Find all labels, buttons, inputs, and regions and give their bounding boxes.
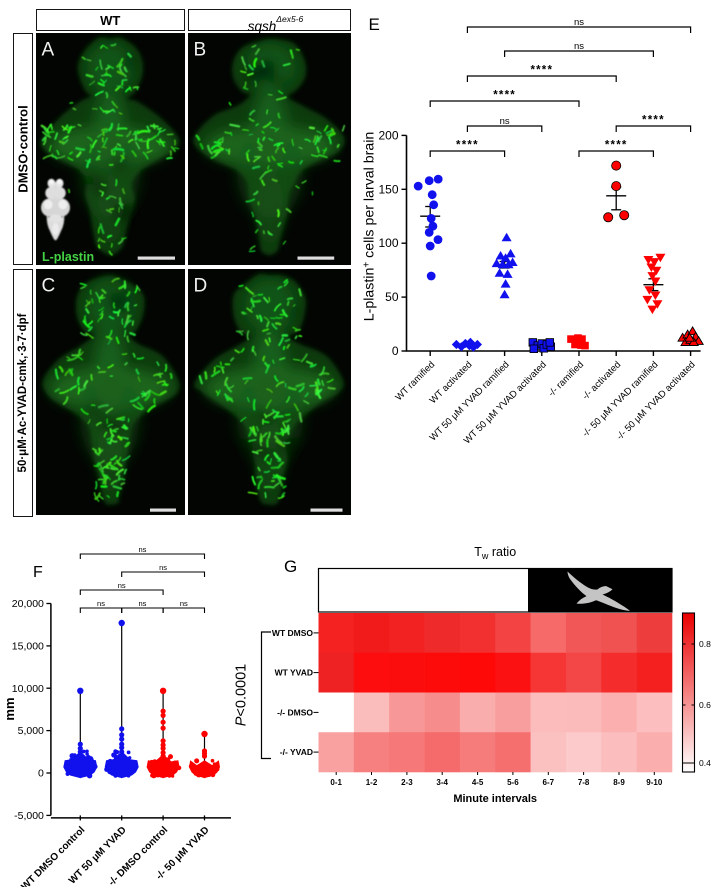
svg-text:7-8: 7-8 xyxy=(578,778,590,787)
svg-text:-/- 50 μM YVAD activated: -/- 50 μM YVAD activated xyxy=(615,359,698,442)
svg-text:A: A xyxy=(42,39,55,60)
svg-text:WT YVAD: WT YVAD xyxy=(275,668,313,678)
svg-text:ns: ns xyxy=(180,599,188,608)
svg-text:-/- ramified: -/- ramified xyxy=(546,359,586,399)
svg-text:D: D xyxy=(193,275,207,296)
svg-text:ns: ns xyxy=(138,545,146,554)
svg-text:****: **** xyxy=(456,140,479,152)
svg-text:8-9: 8-9 xyxy=(613,778,625,787)
svg-text:ns: ns xyxy=(97,599,105,608)
svg-text:B: B xyxy=(193,39,206,60)
svg-text:4-5: 4-5 xyxy=(472,778,484,787)
svg-text:50: 50 xyxy=(385,290,399,304)
svg-text:E: E xyxy=(369,15,380,34)
svg-text:9-10: 9-10 xyxy=(646,778,663,787)
svg-text:2-3: 2-3 xyxy=(401,778,413,787)
svg-text:-5,000: -5,000 xyxy=(14,810,44,822)
svg-text:0.8: 0.8 xyxy=(699,639,711,649)
svg-text:6-7: 6-7 xyxy=(543,778,555,787)
svg-text:-/- YVAD: -/- YVAD xyxy=(280,747,313,757)
svg-text:10,000: 10,000 xyxy=(12,683,44,695)
svg-text:1-2: 1-2 xyxy=(366,778,378,787)
svg-text:200: 200 xyxy=(378,128,398,142)
svg-text:20,000: 20,000 xyxy=(12,598,44,610)
svg-text:Tw ratio: Tw ratio xyxy=(474,545,516,561)
svg-text:ns: ns xyxy=(138,599,146,608)
svg-text:100: 100 xyxy=(378,236,398,250)
svg-text:P<0.0001: P<0.0001 xyxy=(234,664,250,727)
svg-text:Minute intervals: Minute intervals xyxy=(453,793,537,805)
svg-text:0: 0 xyxy=(38,768,44,780)
svg-text:ns: ns xyxy=(159,563,167,572)
svg-text:L-plastin+ cells per larval br: L-plastin+ cells per larval brain xyxy=(362,132,378,322)
svg-text:L-plastin: L-plastin xyxy=(42,250,94,264)
svg-text:F: F xyxy=(33,564,43,581)
svg-text:0-1: 0-1 xyxy=(330,778,342,787)
svg-text:****: **** xyxy=(642,115,665,127)
svg-text:ns: ns xyxy=(118,581,126,590)
svg-text:5-6: 5-6 xyxy=(507,778,519,787)
svg-text:G: G xyxy=(284,557,297,576)
svg-text:3-4: 3-4 xyxy=(436,778,448,787)
svg-text:0.6: 0.6 xyxy=(699,700,711,710)
svg-text:****: **** xyxy=(530,65,553,77)
svg-text:ns: ns xyxy=(500,116,510,127)
svg-text:0.4: 0.4 xyxy=(699,758,711,768)
svg-text:****: **** xyxy=(493,90,516,102)
svg-text:C: C xyxy=(42,275,56,296)
svg-text:ns: ns xyxy=(574,17,584,28)
svg-text:150: 150 xyxy=(378,182,398,196)
svg-text:0: 0 xyxy=(392,344,399,358)
svg-text:5,000: 5,000 xyxy=(18,725,44,737)
svg-text:15,000: 15,000 xyxy=(12,640,44,652)
svg-text:ns: ns xyxy=(574,41,584,52)
svg-text:****: **** xyxy=(605,140,628,152)
svg-text:WT DMSO: WT DMSO xyxy=(272,628,313,638)
svg-text:-/- DMSO: -/- DMSO xyxy=(277,707,313,717)
svg-text:mm: mm xyxy=(2,697,17,720)
